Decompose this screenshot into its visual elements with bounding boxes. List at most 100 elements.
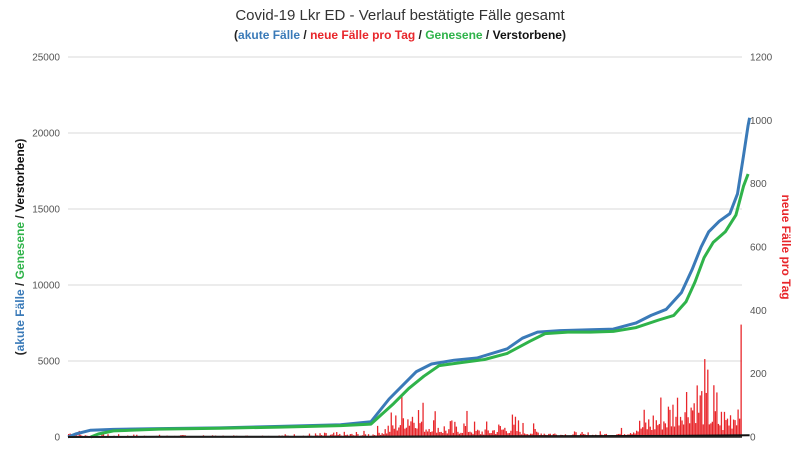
daily-cases-bar bbox=[319, 433, 321, 437]
daily-cases-bar bbox=[455, 426, 458, 437]
right-tick-label: 600 bbox=[750, 243, 767, 254]
daily-cases-bar bbox=[698, 412, 700, 437]
daily-cases-bar bbox=[443, 426, 445, 437]
daily-cases-bar bbox=[726, 418, 729, 437]
daily-cases-bar bbox=[381, 433, 383, 437]
daily-cases-bar bbox=[407, 419, 409, 437]
daily-cases-bar bbox=[519, 431, 521, 437]
daily-cases-bar bbox=[467, 432, 470, 437]
daily-cases-bar bbox=[389, 431, 391, 437]
daily-cases-bar bbox=[666, 427, 668, 437]
daily-cases-bar bbox=[493, 430, 495, 437]
axis-label-part: Verstorbene bbox=[13, 142, 27, 212]
daily-cases-bar bbox=[661, 429, 664, 437]
daily-cases-bar bbox=[422, 402, 424, 437]
daily-cases-bar bbox=[673, 426, 676, 437]
daily-cases-bar bbox=[117, 434, 120, 437]
daily-cases-bar bbox=[364, 434, 367, 437]
daily-cases-bar bbox=[642, 427, 644, 437]
daily-cases-bar bbox=[660, 397, 662, 437]
daily-cases-bar bbox=[707, 369, 709, 437]
daily-cases-bar bbox=[682, 424, 685, 437]
daily-cases-bar bbox=[517, 420, 520, 437]
daily-cases-bar bbox=[107, 434, 109, 437]
daily-cases-bar bbox=[522, 422, 524, 437]
daily-cases-bar bbox=[536, 431, 538, 437]
daily-cases-bar bbox=[498, 424, 500, 437]
daily-cases-bar bbox=[351, 433, 353, 437]
daily-cases-bar bbox=[481, 431, 483, 437]
daily-cases-bar bbox=[646, 429, 648, 437]
daily-cases-bar bbox=[490, 433, 492, 437]
daily-cases-bar bbox=[378, 432, 380, 437]
subtitle-part: akute Fälle bbox=[238, 28, 301, 42]
daily-cases-bar bbox=[717, 423, 720, 437]
daily-cases-bar bbox=[284, 434, 286, 437]
daily-cases-bar bbox=[314, 433, 317, 437]
daily-cases-bar bbox=[402, 418, 405, 437]
daily-cases-bar bbox=[396, 430, 398, 437]
daily-cases-bar bbox=[513, 424, 515, 437]
daily-cases-bar bbox=[505, 431, 508, 437]
daily-cases-bar bbox=[414, 428, 417, 437]
daily-cases-bar bbox=[410, 421, 412, 437]
left-tick-label: 25000 bbox=[32, 53, 60, 64]
daily-cases-bar bbox=[454, 421, 456, 437]
subtitle-sep: / bbox=[415, 28, 426, 42]
daily-cases-bar bbox=[461, 432, 464, 437]
daily-cases-bar bbox=[699, 395, 701, 437]
daily-cases-bar bbox=[404, 428, 406, 437]
daily-cases-bar bbox=[376, 425, 379, 437]
daily-cases-bar bbox=[457, 431, 459, 437]
daily-cases-bar bbox=[670, 426, 673, 437]
daily-cases-bar bbox=[639, 420, 641, 437]
subtitle-part: Genesene bbox=[425, 28, 483, 42]
daily-cases-bar bbox=[101, 434, 103, 437]
daily-cases-bar bbox=[678, 425, 680, 437]
left-axis-label: (akute Fälle / Genesene / Verstorbene) bbox=[13, 139, 27, 356]
subtitle-sep: / bbox=[300, 28, 311, 42]
daily-cases-bar bbox=[486, 421, 488, 437]
daily-cases-bar bbox=[323, 432, 326, 437]
daily-cases-bar bbox=[386, 433, 388, 437]
daily-cases-bar bbox=[431, 431, 433, 437]
daily-cases-bar bbox=[537, 432, 539, 437]
daily-cases-bar bbox=[713, 385, 715, 437]
daily-cases-bar bbox=[655, 420, 657, 437]
daily-cases-bar bbox=[695, 423, 697, 437]
daily-cases-bar bbox=[384, 429, 386, 437]
daily-cases-bar bbox=[675, 416, 677, 437]
daily-cases-bar bbox=[489, 433, 491, 437]
daily-cases-bar bbox=[725, 420, 727, 437]
right-tick-label: 0 bbox=[750, 433, 756, 444]
daily-cases-bar bbox=[478, 430, 480, 437]
daily-cases-bar bbox=[392, 425, 394, 437]
daily-cases-bar bbox=[487, 430, 489, 437]
daily-cases-bar bbox=[649, 426, 651, 437]
chart-subtitle: (akute Fälle / neue Fälle pro Tag / Gene… bbox=[0, 28, 800, 42]
daily-cases-bar bbox=[102, 434, 105, 437]
daily-cases-bar bbox=[620, 427, 623, 437]
daily-cases-bar bbox=[687, 417, 689, 437]
daily-cases-bar bbox=[693, 403, 695, 437]
right-tick-label: 1200 bbox=[750, 53, 773, 64]
daily-cases-bar bbox=[681, 420, 683, 437]
daily-cases-bar bbox=[701, 391, 703, 437]
daily-cases-bar bbox=[720, 411, 723, 437]
daily-cases-bar bbox=[738, 418, 741, 437]
daily-cases-bar bbox=[728, 425, 730, 437]
right-tick-label: 800 bbox=[750, 179, 767, 190]
daily-cases-bar bbox=[663, 421, 665, 437]
daily-cases-bar bbox=[476, 429, 479, 437]
daily-cases-bar bbox=[439, 432, 441, 437]
daily-cases-bar bbox=[417, 410, 420, 437]
daily-cases-bar bbox=[75, 433, 77, 437]
right-tick-label: 200 bbox=[750, 369, 767, 380]
daily-cases-bar bbox=[405, 427, 408, 437]
daily-cases-bar bbox=[367, 434, 370, 437]
daily-cases-bar bbox=[658, 423, 660, 437]
left-axis-ticks: 0 5000 10000 15000 20000 25000 bbox=[32, 53, 60, 444]
daily-cases-bar bbox=[349, 434, 352, 437]
daily-cases-bar bbox=[408, 425, 411, 437]
